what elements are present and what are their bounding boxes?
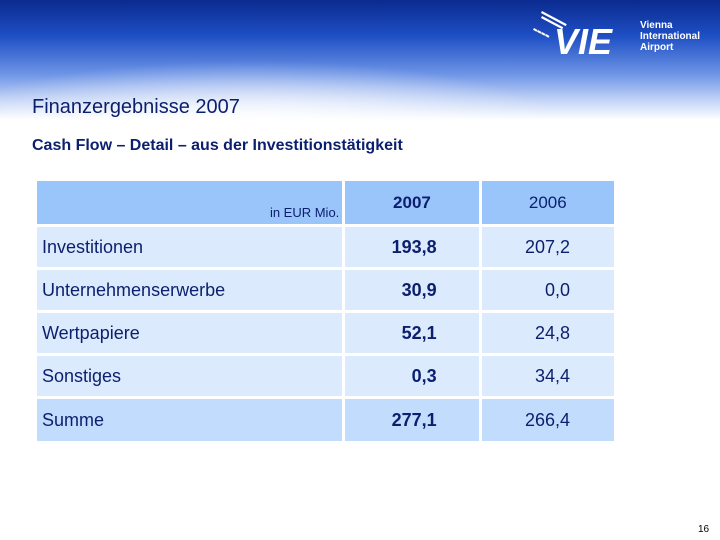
logo-line-international: International [640,31,701,42]
slide-subtitle: Cash Flow – Detail – aus der Investition… [32,137,403,154]
table-row: Investitionen 193,8 207,2 [33,224,618,270]
value-2006: 0,0 [478,267,618,313]
table-row: Unternehmenserwerbe 30,9 0,0 [33,267,618,313]
total-label: Summe [33,396,346,444]
header-band [0,0,720,120]
row-label: Wertpapiere [33,310,346,356]
column-header-2006: 2006 [478,178,618,227]
value-2006: 24,8 [478,310,618,356]
table-header-row: in EUR Mio. 2007 2006 [33,178,618,227]
logo-line-vienna: Vienna [640,20,673,31]
airport-logo: VIE [533,10,613,60]
total-2006: 266,4 [478,396,618,444]
value-2007: 193,8 [342,224,482,270]
page-number: 16 [698,524,710,535]
table-row: Wertpapiere 52,1 24,8 [33,310,618,356]
column-header-2007: 2007 [342,178,482,227]
slide-title: Finanzergebnisse 2007 [32,96,240,118]
row-label: Investitionen [33,224,346,270]
logo-line-airport: Airport [640,42,674,53]
value-2007: 52,1 [342,310,482,356]
value-2007: 0,3 [342,353,482,399]
total-2007: 277,1 [342,396,482,444]
unit-label: in EUR Mio. [33,178,346,227]
airplane-icon [533,10,567,38]
value-2006: 34,4 [478,353,618,399]
table-row: Sonstiges 0,3 34,4 [33,353,618,399]
table-total-row: Summe 277,1 266,4 [33,396,618,444]
logo-wordmark: Vienna International Airport [640,20,700,53]
value-2007: 30,9 [342,267,482,313]
row-label: Sonstiges [33,353,346,399]
value-2006: 207,2 [478,224,618,270]
row-label: Unternehmenserwerbe [33,267,346,313]
logo-mark: VIE [554,21,613,60]
cashflow-table: in EUR Mio. 2007 2006 Investitionen 193,… [33,178,618,444]
